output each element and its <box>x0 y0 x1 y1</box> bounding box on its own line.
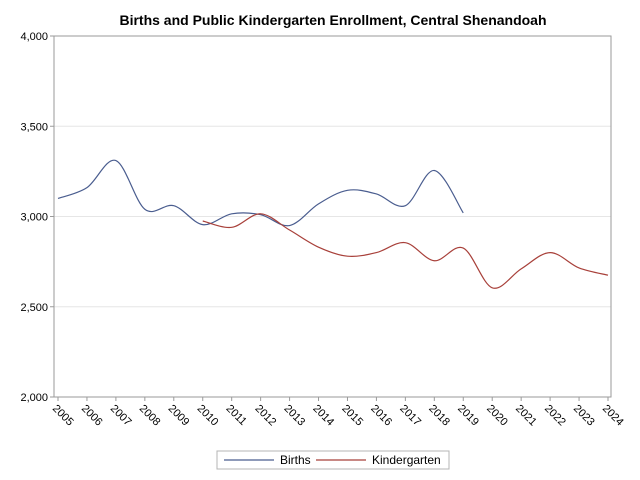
y-axis: 2,000 2,500 3,000 3,500 4,000 <box>20 31 54 404</box>
x-tick-label: 2014 <box>310 403 336 429</box>
x-tick-label: 2007 <box>108 403 134 429</box>
y-tick-label: 2,000 <box>20 392 48 404</box>
x-tick-label: 2021 <box>513 403 539 429</box>
x-tick-label: 2019 <box>455 403 481 429</box>
x-axis: 2005 2006 2007 2008 2009 2010 2011 2012 2013 2014… <box>50 397 626 428</box>
legend: Births Kindergarten <box>216 450 450 470</box>
x-tick-label: 2015 <box>339 403 365 429</box>
x-tick-label: 2022 <box>542 403 568 429</box>
x-tick-label: 2018 <box>426 403 452 429</box>
x-tick-label: 2023 <box>571 403 597 429</box>
grid-lines <box>54 125 611 308</box>
x-tick-label: 2024 <box>600 403 626 429</box>
x-tick-label: 2008 <box>137 403 163 429</box>
x-tick-label: 2017 <box>397 403 423 429</box>
x-tick-label: 2009 <box>166 403 192 429</box>
series-lines <box>57 159 609 289</box>
x-tick-label: 2006 <box>79 403 105 429</box>
legend-label-births: Births <box>280 453 311 467</box>
y-tick-label: 4,000 <box>20 31 48 43</box>
x-tick-label: 2020 <box>484 403 510 429</box>
chart-title: Births and Public Kindergarten Enrollmen… <box>119 12 546 28</box>
y-tick-label: 2,500 <box>20 302 48 314</box>
x-tick-label: 2005 <box>50 403 76 429</box>
y-tick-label: 3,500 <box>20 121 48 133</box>
x-tick-label: 2010 <box>195 403 221 429</box>
legend-label-kindergarten: Kindergarten <box>372 453 441 467</box>
y-tick-label: 3,000 <box>20 212 48 224</box>
series-line-kindergarten <box>202 213 609 289</box>
x-tick-label: 2012 <box>253 403 279 429</box>
x-tick-label: 2011 <box>224 403 249 428</box>
series-line-births <box>57 159 464 227</box>
x-tick-label: 2013 <box>281 403 307 429</box>
x-tick-label: 2016 <box>368 403 394 429</box>
